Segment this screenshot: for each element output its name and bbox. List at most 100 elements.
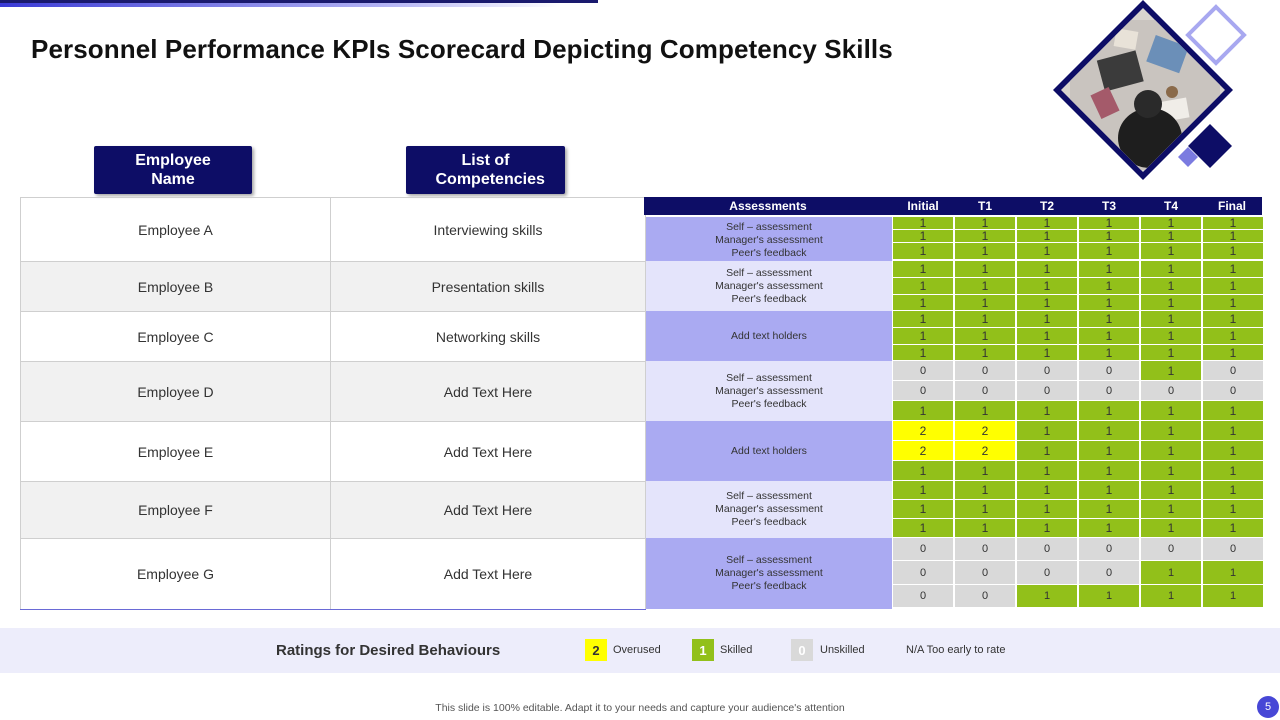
score-cell: 1	[1141, 311, 1201, 327]
score-cell: 1	[1141, 519, 1201, 537]
employee-name-cell: Employee A	[20, 197, 331, 262]
score-cell: 1	[1017, 401, 1077, 420]
score-cell: 1	[1203, 345, 1263, 360]
score-cell: 1	[893, 261, 953, 277]
score-cell: 1	[893, 216, 953, 230]
score-cell: 1	[893, 243, 953, 259]
score-cell: 1	[955, 295, 1015, 310]
score-cell: 0	[955, 381, 1015, 400]
assessment-type-cell: Add text holders	[646, 311, 892, 361]
score-cell: 1	[1141, 500, 1201, 518]
score-cell: 1	[1017, 461, 1077, 480]
score-cell: 1	[893, 519, 953, 537]
employee-name-cell: Employee E	[20, 421, 331, 482]
score-cell: 0	[1079, 381, 1139, 400]
assessment-line-peer: Peer's feedback	[731, 292, 807, 305]
competency-cell: Networking skills	[329, 311, 647, 362]
top-accent-bar	[0, 0, 598, 8]
assessment-line-manager: Manager's assessment	[715, 279, 823, 292]
employee-name-header: Employee Name	[94, 146, 252, 194]
score-cell: 0	[893, 561, 953, 584]
score-cell: 1	[1141, 278, 1201, 294]
score-cell: 1	[1017, 216, 1077, 230]
employee-name-cell: Employee G	[20, 538, 331, 610]
score-cell: 2	[955, 421, 1015, 440]
score-cell: 0	[893, 361, 953, 380]
table-row: Employee A Interviewing skills	[20, 197, 647, 262]
score-cell: 1	[955, 345, 1015, 360]
score-cell: 0	[893, 381, 953, 400]
score-cell: 1	[1141, 328, 1201, 344]
score-cell: 1	[893, 461, 953, 480]
score-cell: 1	[955, 461, 1015, 480]
score-cell: 1	[1079, 261, 1139, 277]
score-cell: 1	[1079, 585, 1139, 607]
assessment-line-self: Self – assessment	[726, 554, 812, 566]
score-cell: 1	[893, 481, 953, 499]
score-cell: 1	[1017, 243, 1077, 259]
score-cell: 1	[955, 328, 1015, 344]
score-cell: 1	[1079, 295, 1139, 310]
score-cell: 0	[1017, 538, 1077, 560]
score-cell: 1	[1203, 278, 1263, 294]
score-cell: 1	[893, 278, 953, 294]
score-cell: 1	[1079, 461, 1139, 480]
score-cell: 1	[955, 481, 1015, 499]
score-cell: 1	[1079, 278, 1139, 294]
assessment-type-cell: Self – assessment Manager's assessment Pee…	[646, 261, 892, 311]
competency-cell: Add Text Here	[329, 361, 647, 422]
score-cell: 1	[1141, 216, 1201, 230]
assessment-type-cell: Add text holders	[646, 421, 892, 481]
score-cell: 1	[1203, 519, 1263, 537]
competency-cell: Presentation skills	[329, 261, 647, 312]
competency-cell: Add Text Here	[329, 538, 647, 610]
score-cell: 1	[1203, 328, 1263, 344]
page-number-badge: 5	[1257, 696, 1279, 718]
score-cell: 1	[955, 519, 1015, 537]
score-cell: 1	[1203, 401, 1263, 420]
score-cell: 1	[1079, 345, 1139, 360]
assessment-line-peer: Peer's feedback	[731, 580, 807, 592]
assessment-type-cell: Self – assessment Manager's assessment Pee…	[646, 538, 892, 609]
score-cell: 1	[1017, 311, 1077, 327]
score-cell: 1	[1203, 229, 1263, 243]
legend-label-overused: Overused	[613, 644, 661, 656]
score-cell: 1	[1203, 295, 1263, 310]
assessment-header-row: Assessments Initial T1 T2 T3 T4 Final	[644, 197, 1262, 215]
score-cell: 1	[1141, 441, 1201, 460]
period-column-header: Final	[1217, 199, 1246, 213]
table-row: Employee G Add Text Here	[20, 538, 647, 610]
assessment-line-manager: Manager's assessment	[715, 384, 823, 397]
score-cell: 1	[1079, 481, 1139, 499]
score-cell: 1	[1203, 421, 1263, 440]
score-cell: 0	[1141, 538, 1201, 560]
score-cell: 0	[1017, 381, 1077, 400]
table-row: Employee B Presentation skills	[20, 261, 647, 312]
decorative-photo-diamond	[1053, 0, 1247, 180]
score-cell: 2	[955, 441, 1015, 460]
score-cell: 1	[1017, 229, 1077, 243]
score-cell: 1	[1203, 481, 1263, 499]
score-cell: 1	[1141, 345, 1201, 360]
period-column-header: T4	[1163, 199, 1178, 213]
score-cell: 1	[1079, 519, 1139, 537]
legend-swatch-overused: 2	[585, 639, 607, 661]
assessment-type-cell: Self – assessment Manager's assessment Pee…	[646, 481, 892, 538]
competency-cell: Add Text Here	[329, 421, 647, 482]
period-column-header: T2	[1039, 199, 1054, 213]
score-cell: 1	[893, 401, 953, 420]
page-title: Personnel Performance KPIs Scorecard Dep…	[31, 34, 893, 64]
score-cell: 1	[1017, 500, 1077, 518]
score-cell: 0	[1203, 361, 1263, 380]
score-cell: 1	[1017, 421, 1077, 440]
score-cell: 1	[1203, 243, 1263, 259]
score-cell: 0	[1079, 538, 1139, 560]
employee-name-cell: Employee C	[20, 311, 331, 362]
legend-swatch-skilled: 1	[692, 639, 714, 661]
score-cell: 0	[1079, 561, 1139, 584]
assessment-line-peer: Peer's feedback	[731, 247, 807, 259]
assessment-line-self: Self – assessment	[726, 490, 812, 502]
score-cell: 1	[1079, 401, 1139, 420]
score-cell: 1	[1079, 441, 1139, 460]
